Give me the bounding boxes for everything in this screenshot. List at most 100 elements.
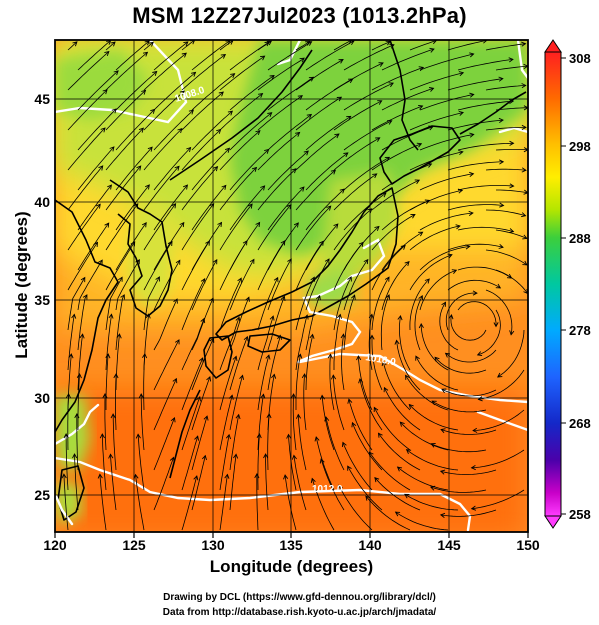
streamline	[143, 203, 176, 251]
streamline	[485, 43, 526, 51]
streamline-arrowhead	[424, 199, 431, 205]
streamline	[104, 394, 107, 451]
streamline	[105, 90, 146, 131]
streamline	[219, 240, 248, 291]
streamline-arrowhead	[469, 132, 475, 138]
streamline-arrowhead	[440, 428, 446, 434]
streamline	[295, 315, 308, 371]
streamline-arrowhead	[95, 203, 101, 209]
streamline-arrowhead	[235, 316, 241, 322]
streamline-arrowhead	[405, 374, 410, 380]
streamline-arrowhead	[522, 234, 528, 240]
streamline-arrowhead	[339, 188, 345, 194]
streamline	[409, 72, 464, 91]
contour-label: 1016.0	[364, 352, 396, 368]
streamline	[257, 204, 292, 251]
streamline	[229, 41, 270, 71]
streamline	[219, 395, 233, 451]
y-tick-label: 45	[34, 91, 50, 107]
streamline-arrowhead	[327, 353, 333, 359]
streamline-arrowhead	[330, 169, 336, 175]
streamline	[333, 100, 382, 131]
streamline-arrowhead	[98, 259, 103, 265]
streamline	[365, 495, 411, 531]
streamline-arrowhead	[338, 59, 344, 64]
streamline-arrowhead	[448, 314, 454, 320]
streamline	[419, 173, 474, 191]
streamline	[67, 51, 110, 91]
streamline-arrowhead	[265, 354, 271, 360]
streamline-arrowhead	[441, 301, 446, 307]
streamline	[105, 165, 142, 211]
streamline	[384, 387, 421, 431]
streamline	[381, 261, 410, 311]
streamline	[267, 413, 270, 471]
streamline-arrowhead	[373, 406, 379, 413]
streamline	[219, 434, 230, 491]
streamline	[343, 82, 394, 111]
streamline	[495, 229, 527, 239]
streamline-arrowhead	[336, 96, 343, 102]
streamline-arrowhead	[249, 258, 255, 264]
streamline	[440, 429, 497, 435]
streamline-arrowhead	[260, 393, 266, 399]
streamline-arrowhead	[135, 258, 140, 265]
streamline-arrowhead	[377, 432, 383, 438]
streamline	[181, 40, 195, 51]
streamline	[99, 474, 107, 531]
streamline	[229, 336, 248, 391]
streamline-arrowhead	[521, 167, 527, 173]
streamline	[115, 259, 140, 311]
x-tick-label: 140	[358, 537, 382, 553]
streamline-arrowhead	[255, 221, 261, 228]
streamline-arrowhead	[266, 40, 273, 46]
streamline	[343, 192, 387, 231]
streamline	[409, 112, 464, 131]
streamline	[295, 59, 344, 91]
x-tick-label: 125	[122, 537, 146, 553]
streamline	[419, 269, 457, 311]
streamline	[135, 474, 145, 531]
streamline	[485, 85, 526, 91]
streamline-arrowhead	[410, 214, 416, 219]
streamline	[293, 455, 307, 511]
streamline	[342, 442, 373, 491]
streamline	[434, 357, 487, 374]
streamline	[409, 151, 463, 171]
streamline-arrowhead	[508, 228, 515, 234]
streamline-arrowhead	[243, 335, 249, 342]
streamline	[191, 298, 214, 351]
streamline-arrowhead	[385, 40, 391, 46]
streamline-arrowhead	[174, 165, 180, 171]
streamline-arrowhead	[295, 413, 302, 419]
streamline-arrowhead	[349, 40, 355, 46]
streamline	[63, 474, 69, 531]
streamline-arrowhead	[399, 421, 405, 427]
streamline-arrowhead	[108, 313, 114, 319]
streamline-arrowhead	[79, 333, 85, 339]
streamline	[257, 315, 274, 371]
streamline-arrowhead	[303, 314, 309, 320]
x-tick-label: 120	[43, 537, 67, 553]
y-tick-label: 30	[34, 390, 50, 406]
streamline-arrowhead	[418, 322, 424, 329]
streamline	[447, 119, 504, 131]
streamline-arrowhead	[172, 377, 178, 384]
streamline-arrowhead	[384, 156, 391, 162]
streamline	[295, 241, 324, 291]
streamline-arrowhead	[110, 413, 116, 419]
streamline-arrowhead	[205, 240, 210, 246]
streamline-arrowhead	[375, 137, 381, 142]
streamline-arrowhead	[439, 469, 446, 475]
streamline	[115, 71, 157, 111]
streamline	[143, 90, 185, 131]
streamline-arrowhead	[451, 269, 458, 274]
streamline	[295, 133, 340, 171]
x-axis-label: Longitude (degrees)	[209, 557, 374, 576]
streamline	[414, 295, 423, 351]
streamline-arrowhead	[396, 466, 403, 472]
streamline-arrowhead	[267, 112, 273, 117]
streamline	[229, 375, 243, 431]
streamline	[409, 278, 430, 331]
streamline-arrowhead	[521, 83, 527, 89]
